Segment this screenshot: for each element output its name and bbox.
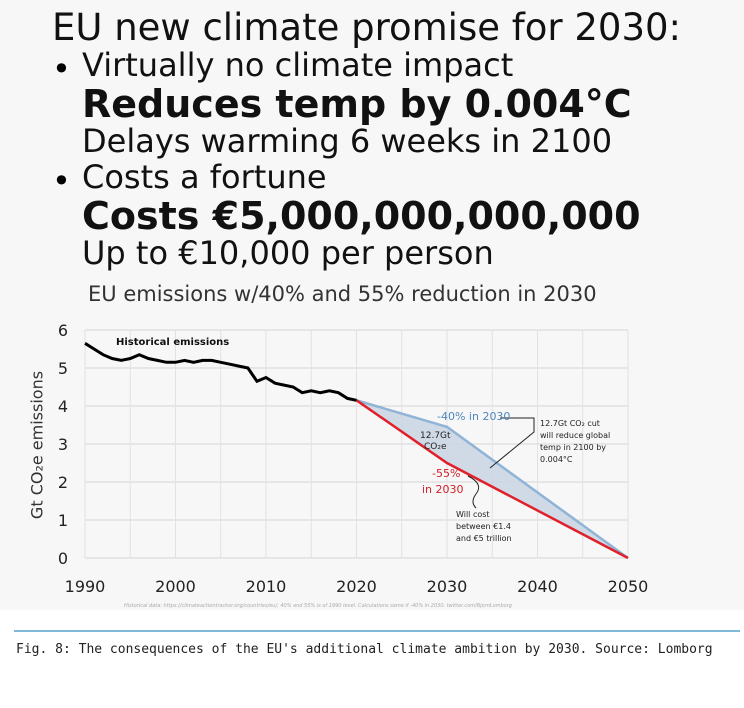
y-tick-label: 2 — [58, 473, 68, 492]
y-tick-label: 1 — [58, 511, 68, 530]
annotation-cost-3: and €5 trillion — [456, 534, 512, 543]
annotation-cost-1: Will cost — [456, 510, 490, 519]
annotation-minus40: -40% in 2030 — [437, 410, 510, 423]
series-line-historical — [84, 342, 357, 402]
axis-ticks: 1990 2000 2010 2020 2030 2040 2050 0 1 2 3 4 5 6 — [58, 321, 649, 596]
x-tick-label: 2030 — [427, 577, 468, 596]
slide-title: EU new climate promise for 2030: — [52, 6, 682, 49]
y-tick-label: 6 — [58, 321, 68, 340]
y-tick-label: 4 — [58, 397, 68, 416]
y-tick-label: 0 — [58, 549, 68, 568]
slide: EU new climate promise for 2030: • Virtu… — [27, 6, 682, 609]
bullet-marker-1: • — [52, 50, 71, 88]
x-tick-label: 2020 — [336, 577, 377, 596]
annotation-cut-3: temp in 2100 by — [540, 443, 606, 452]
series-line-minus40 — [356, 399, 629, 560]
point1-detail: Delays warming 6 weeks in 2100 — [82, 122, 613, 160]
annotation-cut-2: will reduce global — [540, 431, 610, 440]
y-tick-label: 3 — [58, 435, 68, 454]
point1-heading: Virtually no climate impact — [82, 46, 514, 84]
figure-caption: Fig. 8: The consequences of the EU's add… — [16, 642, 713, 657]
annotation-historical: Historical emissions — [116, 337, 229, 348]
cut-leader-line — [489, 417, 535, 469]
series-line-minus55 — [355, 399, 629, 560]
x-tick-label: 2010 — [246, 577, 287, 596]
caption-separator — [14, 630, 740, 632]
point1-emphasis: Reduces temp by 0.004°C — [82, 82, 632, 126]
chart-title: EU emissions w/40% and 55% reduction in … — [88, 282, 597, 306]
chart-grid — [84, 329, 629, 559]
x-tick-label: 2040 — [517, 577, 558, 596]
annotation-cut-4: 0.004°C — [540, 455, 573, 464]
x-tick-label: 2050 — [608, 577, 649, 596]
x-tick-label: 1990 — [65, 577, 106, 596]
x-tick-label: 2000 — [155, 577, 196, 596]
point2-emphasis: Costs €5,000,000,000,000 — [82, 194, 641, 238]
annotation-minus55-2: in 2030 — [422, 483, 464, 496]
cost-leader-line — [467, 475, 480, 509]
source-note: Historical data: https://climateactiontr… — [124, 603, 512, 609]
emissions-chart: 1990 2000 2010 2020 2030 2040 2050 0 1 2 3 4 5 6 Hist… — [58, 321, 649, 609]
y-tick-label: 5 — [58, 359, 68, 378]
annotation-cut-1: 12.7Gt CO₂ cut — [540, 419, 600, 428]
point2-heading: Costs a fortune — [82, 158, 327, 196]
bullet-marker-2: • — [52, 162, 71, 200]
point2-detail: Up to €10,000 per person — [82, 234, 494, 272]
annotation-minus55-1: -55% — [432, 467, 460, 480]
reduction-gap-fill — [356, 400, 628, 558]
annotation-gap-2: CO₂e — [424, 442, 447, 452]
annotation-cost-2: between €1.4 — [456, 522, 511, 531]
annotation-gap-1: 12.7Gt — [420, 431, 451, 441]
